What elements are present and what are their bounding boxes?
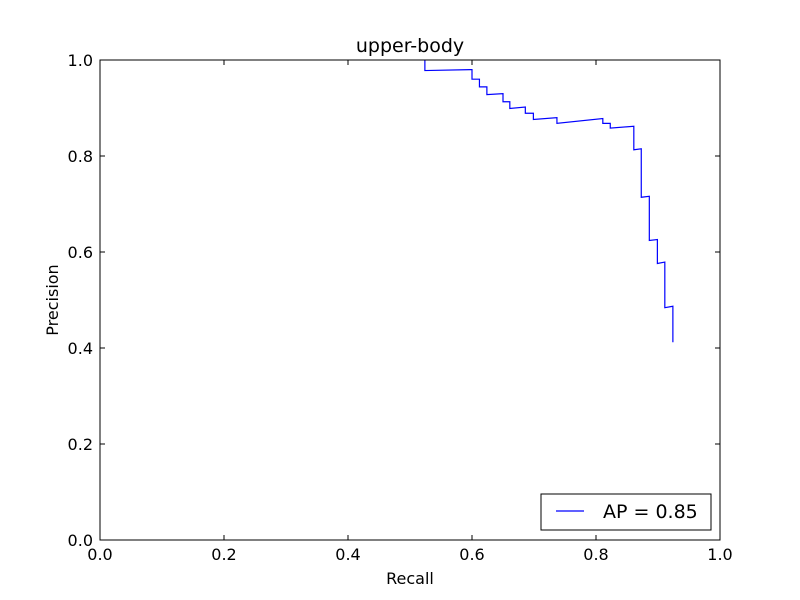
y-tick-label: 1.0 [68,51,93,70]
series-line-0 [424,60,674,343]
legend-label: AP = 0.85 [603,501,698,523]
x-tick-label: 0.2 [211,545,236,564]
axes-frame [99,59,721,541]
legend-box [540,493,712,531]
legend: AP = 0.85 [540,493,712,531]
x-tick-label: 0.4 [335,545,360,564]
y-tick-label: 0.6 [68,243,93,262]
chart-title: upper-body [356,35,464,57]
x-axis: 0.0 0.2 0.4 0.6 0.8 1.0 [87,60,733,564]
y-axis: 0.0 0.2 0.4 0.6 0.8 1.0 [68,51,720,550]
x-tick-label: 0.6 [459,545,484,564]
y-tick-label: 0.8 [68,147,93,166]
plot-area [424,60,674,343]
y-tick-label: 0.2 [68,435,93,454]
x-tick-label: 1.0 [707,545,732,564]
x-tick-label: 0.8 [583,545,608,564]
x-axis-label: Recall [386,569,434,588]
x-tick-label: 0.0 [87,545,112,564]
y-axis-label: Precision [43,264,62,335]
y-tick-label: 0.4 [68,339,93,358]
y-tick-label: 0.0 [68,531,93,550]
